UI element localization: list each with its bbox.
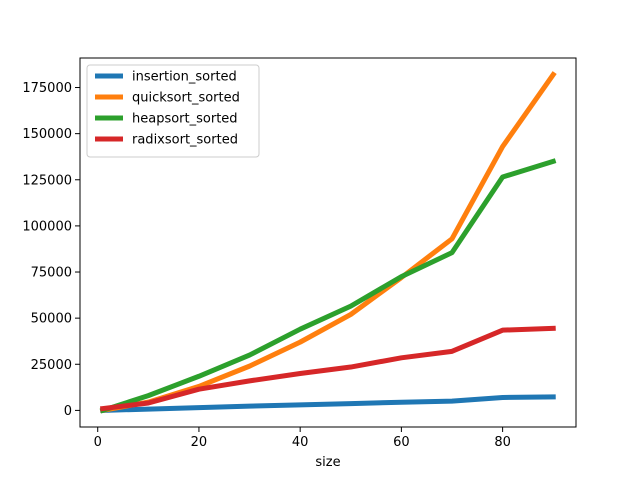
legend-entry: heapsort_sorted bbox=[132, 112, 238, 127]
legend-box bbox=[86, 64, 260, 158]
legend-entry: insertion_sorted bbox=[132, 70, 237, 85]
y-tick-label: 50000 bbox=[31, 312, 72, 327]
x-tick-label: 40 bbox=[292, 435, 309, 450]
legend-entry: radixsort_sorted bbox=[132, 133, 238, 148]
series-line-3 bbox=[99, 325, 556, 412]
legend-entry: quicksort_sorted bbox=[132, 91, 240, 106]
plot-area bbox=[99, 71, 557, 414]
x-axis: 0 20 40 60 80 bbox=[94, 427, 511, 450]
y-tick-label: 150000 bbox=[22, 127, 72, 142]
y-tick-label: 75000 bbox=[31, 266, 72, 281]
series-line-0 bbox=[100, 394, 556, 413]
series-line-2 bbox=[99, 158, 557, 414]
x-tick-label: 0 bbox=[94, 435, 102, 450]
y-tick-label: 175000 bbox=[22, 81, 72, 96]
x-tick-label: 80 bbox=[494, 435, 511, 450]
plot-frame bbox=[79, 57, 577, 428]
x-tick-label: 60 bbox=[393, 435, 410, 450]
legend: insertion_sorted quicksort_sorted heapsort… bbox=[86, 64, 260, 158]
x-axis-label: size bbox=[315, 455, 340, 470]
y-axis: 0 25000 50000 75000 100000 125000 150000 175000 bbox=[22, 81, 80, 419]
y-tick-label: 100000 bbox=[22, 219, 72, 234]
y-tick-label: 125000 bbox=[22, 173, 72, 188]
x-tick-label: 20 bbox=[191, 435, 208, 450]
y-tick-label: 25000 bbox=[31, 358, 72, 373]
y-tick-label: 0 bbox=[64, 404, 72, 419]
